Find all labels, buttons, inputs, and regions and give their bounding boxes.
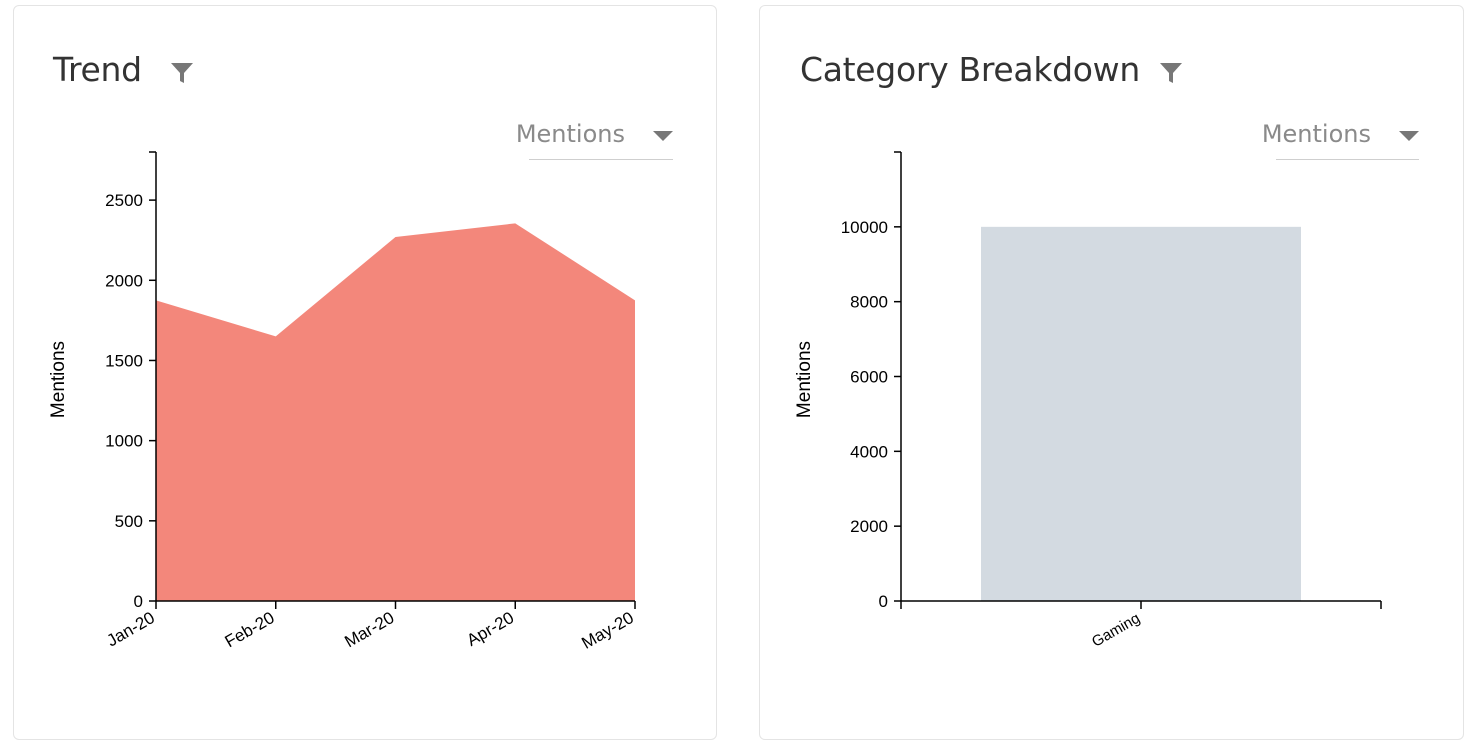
y-axis-title: Mentions: [48, 341, 69, 418]
x-tick-label: Gaming: [1089, 610, 1143, 651]
trend-area: [156, 223, 635, 601]
x-tick-label: Feb-20: [222, 608, 278, 651]
filter-icon[interactable]: [170, 61, 194, 85]
trend-card: Trend Mentions 0 500 1000 1500 2000 2500 Jan-2…: [13, 5, 717, 740]
y-tick-label: 6000: [850, 368, 888, 387]
category-card: Category Breakdown Mentions 0 2000 4000 600…: [759, 5, 1464, 740]
x-tick-label: Apr-20: [464, 608, 518, 650]
x-tick-label: Mar-20: [341, 608, 397, 651]
filter-icon[interactable]: [1159, 61, 1183, 85]
y-tick-label: 1000: [105, 432, 143, 451]
trend-metric-label: Mentions: [515, 120, 625, 148]
y-tick-label: 4000: [850, 442, 888, 461]
category-chart: 0 2000 4000 6000 8000 10000 Gaming Mentions: [794, 151, 1382, 651]
y-tick-label: 0: [879, 592, 888, 611]
category-metric-dropdown[interactable]: Mentions: [1262, 120, 1419, 160]
trend-title: Trend: [53, 50, 142, 89]
x-tick-label: Jan-20: [103, 608, 158, 650]
y-tick-label: 0: [134, 592, 143, 611]
y-axis-title: Mentions: [794, 341, 815, 418]
y-tick-label: 10000: [841, 218, 888, 237]
y-tick-label: 2000: [850, 517, 888, 536]
chevron-down-icon: [1399, 131, 1419, 141]
y-tick-label: 1500: [105, 351, 143, 370]
y-tick-label: 500: [115, 512, 143, 531]
chevron-down-icon: [653, 131, 673, 141]
x-tick-label: May-20: [578, 608, 637, 653]
bar: [981, 226, 1301, 602]
trend-chart: 0 500 1000 1500 2000 2500 Jan-20 Feb-20 Mar-20 Ap…: [48, 151, 637, 653]
y-tick-label: 2500: [105, 191, 143, 210]
category-metric-label: Mentions: [1261, 120, 1371, 148]
y-tick-label: 2000: [105, 271, 143, 290]
y-tick-label: 8000: [850, 293, 888, 312]
category-title: Category Breakdown: [800, 50, 1140, 89]
trend-metric-dropdown[interactable]: Mentions: [516, 120, 673, 160]
